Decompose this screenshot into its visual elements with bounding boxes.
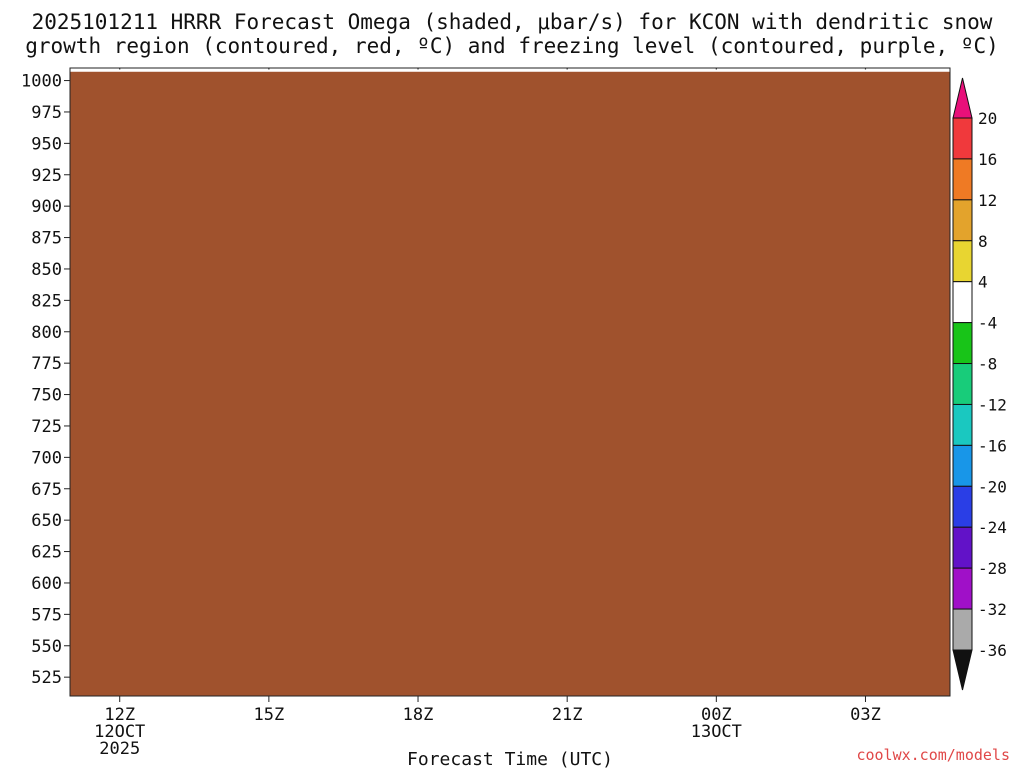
- y-tick-label-650: 650: [31, 511, 62, 531]
- plot-frame: [69, 67, 951, 697]
- y-tick-label-700: 700: [31, 448, 62, 468]
- y-tick-label-875: 875: [31, 229, 62, 249]
- y-tick-label-975: 975: [31, 103, 62, 123]
- colorbar-label-20: 20: [978, 109, 997, 128]
- credit-text: coolwx.com/models: [856, 746, 1010, 764]
- colorbar-label--28: -28: [978, 559, 1007, 578]
- y-tick-label-950: 950: [31, 134, 62, 154]
- plot-area: 0: [69, 67, 951, 697]
- y-tick-label-525: 525: [31, 668, 62, 688]
- colorbar-label-16: 16: [978, 150, 997, 169]
- y-tick-label-750: 750: [31, 386, 62, 406]
- y-tick-label-775: 775: [31, 354, 62, 374]
- y-tick-label-900: 900: [31, 197, 62, 217]
- colorbar-label--16: -16: [978, 436, 1007, 455]
- x-tick-label-03Z: 03Z: [850, 705, 881, 725]
- colorbar-box-7: [952, 403, 973, 446]
- y-tick-label-675: 675: [31, 480, 62, 500]
- colorbar-box-9: [952, 485, 973, 528]
- colorbar-box-3: [952, 240, 973, 283]
- y-tick-label-575: 575: [31, 605, 62, 625]
- y-tick-label-800: 800: [31, 323, 62, 343]
- colorbar-box-4: [952, 281, 973, 324]
- x-tick-sub-12OCT: 12OCT: [94, 722, 145, 742]
- y-tick-label-1000: 1000: [21, 72, 62, 92]
- colorbar-label--8: -8: [978, 355, 997, 374]
- x-axis-label: Forecast Time (UTC): [407, 749, 613, 768]
- colorbar-label--36: -36: [978, 641, 1007, 660]
- colorbar-box-10: [952, 526, 973, 569]
- y-tick-label-550: 550: [31, 637, 62, 657]
- colorbar-box-0: [952, 117, 973, 160]
- x-tick-label-21Z: 21Z: [552, 705, 583, 725]
- chart-title-line2: growth region (contoured, red, ºC) and f…: [25, 34, 999, 58]
- colorbar-label--20: -20: [978, 477, 1007, 496]
- x-tick-label-18Z: 18Z: [403, 705, 434, 725]
- colorbar: 20 16 12 8 4 -4 -8 -12 -16 -20 -24 -28 -32 -36: [952, 77, 1007, 691]
- colorbar-top-arrow: [952, 77, 973, 119]
- colorbar-box-11: [952, 567, 973, 610]
- colorbar-label--4: -4: [978, 314, 997, 333]
- colorbar-label-4: 4: [978, 273, 988, 292]
- colorbar-box-6: [952, 363, 973, 405]
- x-tick-sub-2025: 2025: [99, 739, 140, 759]
- x-tick-label-12Z: 12Z: [104, 705, 135, 725]
- colorbar-label--32: -32: [978, 600, 1007, 619]
- colorbar-label-12: 12: [978, 191, 997, 210]
- colorbar-box-8: [952, 444, 973, 487]
- colorbar-label--12: -12: [978, 395, 1007, 414]
- ground-strip: [70, 71, 950, 696]
- y-axis: 525 550 575 600 625 650 675 700 725 750 775 800 825 8…: [21, 72, 70, 688]
- y-tick-label-600: 600: [31, 574, 62, 594]
- colorbar-label--24: -24: [978, 518, 1007, 537]
- colorbar-box-2: [952, 199, 973, 242]
- y-tick-label-725: 725: [31, 417, 62, 437]
- colorbar-box-12: [952, 608, 973, 651]
- x-tick-sub-13OCT: 13OCT: [691, 722, 742, 742]
- y-tick-label-925: 925: [31, 166, 62, 186]
- y-tick-label-825: 825: [31, 291, 62, 311]
- colorbar-label-8: 8: [978, 232, 988, 251]
- colorbar-box-1: [952, 158, 973, 201]
- y-tick-label-850: 850: [31, 260, 62, 280]
- colorbar-box-5: [952, 322, 973, 365]
- chart-title-line1: 2025101211 HRRR Forecast Omega (shaded, …: [32, 10, 993, 34]
- x-tick-label-15Z: 15Z: [254, 705, 285, 725]
- y-tick-label-625: 625: [31, 543, 62, 563]
- colorbar-bottom-arrow: [952, 649, 973, 691]
- x-tick-label-00Z: 00Z: [701, 705, 732, 725]
